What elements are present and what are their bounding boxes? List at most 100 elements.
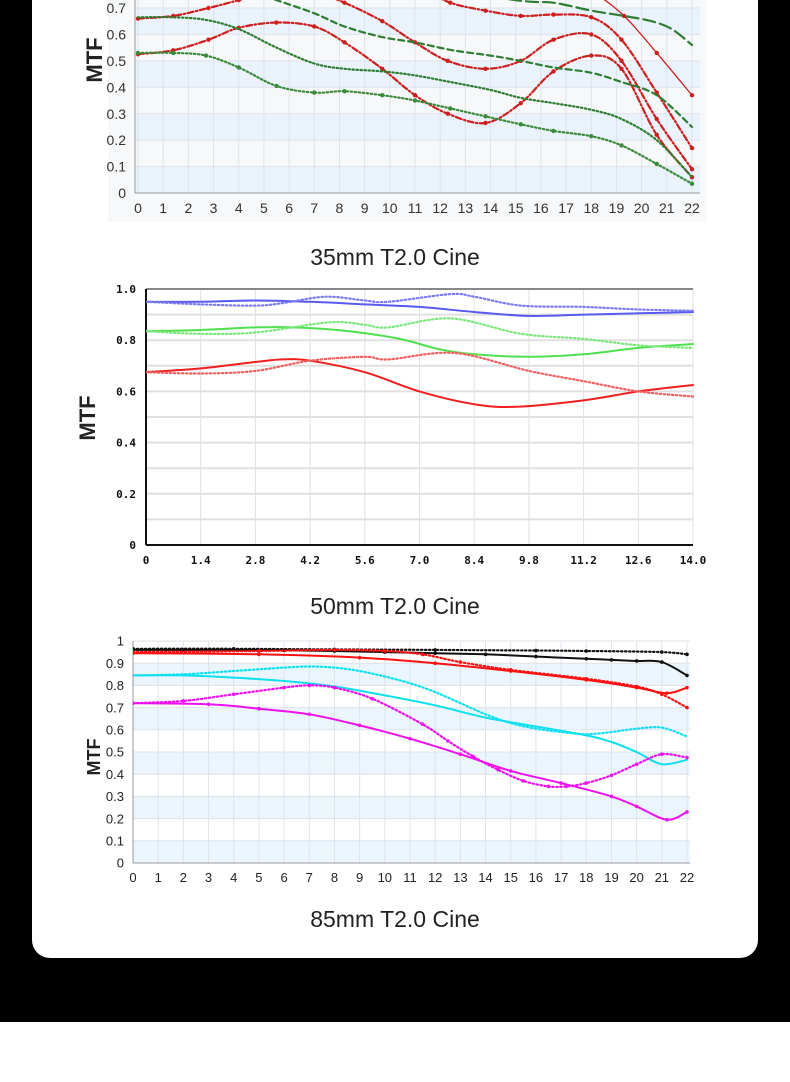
- data-point-red-dotted: [660, 692, 664, 697]
- data-point-red-solid: [665, 691, 669, 695]
- y-tick-label: 0.4: [107, 79, 127, 95]
- data-point-red-dashdot-a: [654, 116, 659, 122]
- y-tick-label: 1.0: [116, 283, 136, 296]
- x-tick-label: 1.4: [191, 554, 211, 567]
- x-tick-label: 12: [432, 200, 448, 216]
- data-point-black-solid: [634, 659, 639, 663]
- data-point-green-dot-h: [412, 98, 418, 103]
- data-point-green-dot-h: [689, 181, 695, 186]
- data-point-black-solid: [685, 673, 689, 678]
- data-point-magenta-solid: [206, 702, 211, 707]
- series-line-cyan-solid: [133, 674, 688, 766]
- series-group: [146, 292, 695, 409]
- grid-band: [133, 840, 690, 863]
- data-point-magenta-dotted: [496, 767, 500, 772]
- data-point-magenta-dotted: [660, 752, 664, 757]
- x-tick-label: 17: [554, 870, 568, 885]
- data-point-magenta-dotted: [564, 784, 568, 789]
- x-tick-label: 19: [604, 870, 618, 885]
- x-tick-label: 16: [533, 200, 549, 216]
- series-group: [133, 646, 689, 822]
- data-point-magenta-dotted: [332, 685, 337, 690]
- data-point-green-dot-h: [236, 65, 241, 70]
- data-point-red-dashdot-c: [448, 0, 453, 5]
- y-tick-label: 0.8: [106, 678, 124, 693]
- x-tick-label: 11: [403, 870, 417, 885]
- x-tick-label: 9: [361, 200, 369, 216]
- x-tick-label: 12.6: [625, 554, 652, 567]
- data-point-green-dot-h: [654, 161, 659, 167]
- grid-band: [133, 796, 690, 819]
- series-line-cyan-dotted: [133, 665, 689, 738]
- data-point-black-solid: [483, 652, 488, 657]
- y-tick-label: 0.4: [106, 767, 124, 782]
- data-point-red-dotted: [508, 668, 513, 672]
- data-point-magenta-solid: [685, 810, 689, 814]
- data-point-red-dashdot-b: [342, 40, 347, 45]
- x-tick-label: 17: [558, 200, 574, 216]
- y-tick-label: 0.6: [116, 385, 136, 398]
- data-point-black-dotted: [584, 649, 589, 653]
- y-tick-label: 0.5: [106, 745, 124, 760]
- data-point-red-solid: [685, 685, 689, 690]
- data-point-red-dashdot-c: [483, 8, 488, 13]
- data-point-magenta-dotted: [307, 683, 312, 688]
- data-point-red-dashdot-a: [689, 167, 695, 172]
- data-point-red-dashdot-c: [518, 13, 523, 19]
- series-group: [135, 0, 695, 186]
- data-point-red-dotted: [133, 650, 135, 654]
- x-tick-label: 20: [634, 200, 650, 216]
- data-point-magenta-dotted: [231, 692, 236, 697]
- y-tick-label: 0.3: [106, 789, 124, 804]
- y-tick-label: 0.8: [116, 334, 136, 347]
- data-point-red-dashdot-a: [551, 37, 556, 42]
- x-tick-label: 1: [159, 200, 167, 216]
- data-point-red-dashdot-c: [551, 12, 556, 17]
- x-tick-label: 3: [210, 200, 218, 216]
- x-tick-label: 2: [180, 870, 187, 885]
- data-point-red-solid-d: [689, 93, 695, 98]
- data-point-red-dashdot-a: [206, 5, 211, 11]
- grid-band: [133, 752, 690, 775]
- data-point-magenta-solid: [559, 781, 563, 785]
- x-tick-label: 13: [458, 200, 474, 216]
- x-tick-label: 16: [529, 870, 543, 885]
- series-line-red-dotted: [146, 351, 695, 398]
- data-point-magenta-solid: [257, 706, 261, 711]
- data-point-red-dashdot-b: [518, 100, 523, 106]
- data-point-black-dotted: [660, 650, 664, 654]
- y-tick-label: 0.7: [106, 700, 124, 715]
- y-tick-label: 0: [129, 539, 136, 552]
- data-point-black-dotted: [133, 646, 135, 651]
- data-point-red-dotted: [458, 660, 463, 664]
- series-line-blue-dotted: [146, 292, 695, 312]
- data-point-red-dashdot-b: [206, 37, 211, 42]
- data-point-red-dashdot-b: [312, 24, 317, 29]
- data-point-green-dot-h: [171, 50, 176, 56]
- data-point-red-solid: [433, 661, 437, 665]
- data-point-red-solid: [257, 652, 261, 657]
- data-point-green-dot-h: [589, 133, 594, 139]
- x-tick-label: 18: [583, 200, 599, 216]
- y-tick-label: 0.6: [107, 26, 127, 42]
- data-point-red-dotted: [257, 649, 261, 653]
- data-point-magenta-solid: [665, 817, 669, 822]
- data-point-red-dashdot-a: [342, 0, 347, 5]
- x-tick-label: 10: [378, 870, 392, 885]
- data-point-green-dot-h: [551, 128, 556, 134]
- data-point-red-solid-d: [654, 50, 659, 56]
- x-tick-label: 4: [230, 870, 237, 885]
- x-tick-label: 3: [205, 870, 212, 885]
- x-tick-label: 11.2: [570, 554, 597, 567]
- x-tick-label: 7.0: [410, 554, 430, 567]
- mtf-chart-85mm: 0 1 2 3 4 5 6 7 8 9 10 11 12 13 14 15 16 17 18 19 20 21 2200.1…: [84, 634, 694, 885]
- mtf-chart-50mm: 0 1.4 2.8 4.2 5.6 7.0 8.4 9.8 11.2 12.6 14.0 0 0.2 0.…: [75, 283, 706, 567]
- x-tick-label: 1: [155, 870, 162, 885]
- data-point-magenta-dotted: [584, 781, 589, 785]
- data-point-magenta-solid: [609, 794, 614, 799]
- x-tick-label: 4: [235, 200, 243, 216]
- data-point-red-dashdot-c: [689, 145, 695, 151]
- data-point-black-dotted: [685, 652, 689, 657]
- data-point-red-dashdot-b: [589, 53, 594, 58]
- y-axis-title: MTF: [84, 739, 104, 776]
